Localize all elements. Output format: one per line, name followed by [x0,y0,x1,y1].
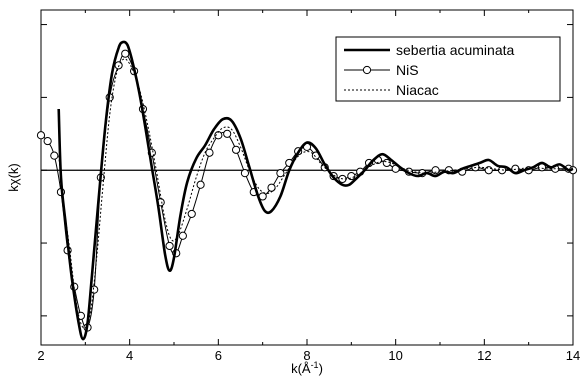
data-point [36,131,46,140]
x-tick-label: 10 [388,348,402,363]
series-niacac [58,58,574,329]
data-point [165,241,174,251]
legend-items: sebertia acuminata NiS Niacac [344,42,515,98]
legend-marker [362,65,372,75]
data-point [382,158,391,168]
data-point [347,171,356,181]
data-point [231,145,241,154]
data-point [431,166,440,175]
y-axis-title: kχ(k) [6,163,21,191]
data-point [196,180,205,189]
x-tick-label: 8 [303,348,310,363]
data-point [267,183,276,192]
data-point [178,231,187,240]
data-point [240,169,250,178]
legend-item: sebertia acuminata [344,42,515,58]
x-axis-title: k(Å-1) [291,360,323,376]
x-tick-label: 12 [477,348,491,363]
x-tick-label: 2 [37,348,44,363]
series-line [58,58,574,329]
legend-item: Niacac [344,82,439,98]
x-axis-title-end: ) [319,361,323,376]
x-axis-title-sup: -1 [311,360,319,370]
data-point [484,166,493,175]
series-line [57,40,574,341]
series-sebertia-acuminata [57,40,574,341]
data-point [43,136,52,146]
x-tick-label: 6 [215,348,222,363]
x-tick-label: 14 [566,348,580,363]
legend-item: NiS [344,62,419,78]
data-point [205,148,214,157]
legend-label: sebertia acuminata [396,42,515,58]
axis-ticks [40,10,574,345]
data-point [223,129,232,138]
series-layer [36,40,578,341]
legend-label: NiS [396,62,419,78]
data-point [50,151,59,160]
legend-label: Niacac [396,82,439,98]
data-point [121,49,130,58]
data-point [187,209,196,219]
x-tick-label: 4 [126,348,133,363]
x-axis-title-main: k(Å [291,361,311,376]
legend: sebertia acuminata NiS Niacac [335,36,561,102]
data-point [276,169,285,178]
x-tick-labels: 2 4 6 8 10 12 14 [37,348,580,363]
